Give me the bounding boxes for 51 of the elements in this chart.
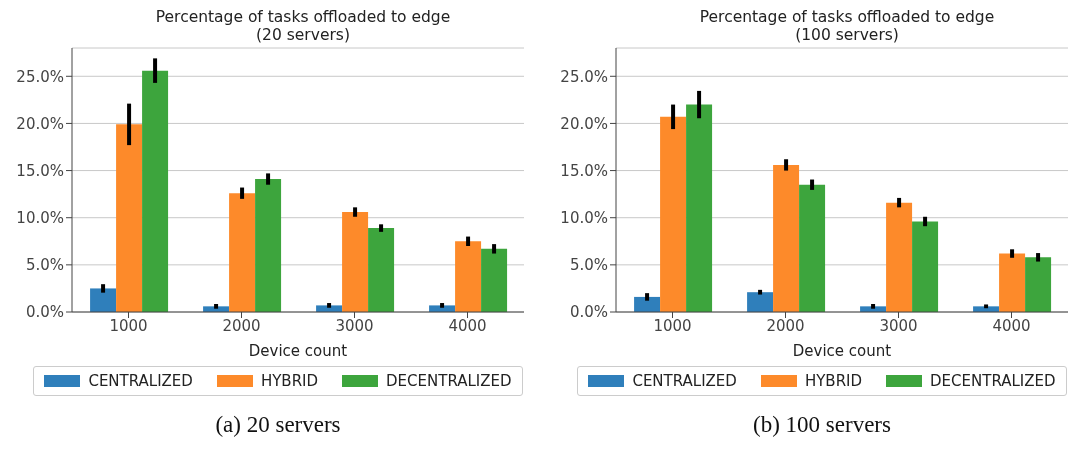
y-tick-label: 15.0% bbox=[560, 161, 608, 180]
y-tick-label: 10.0% bbox=[560, 209, 608, 228]
bar bbox=[368, 228, 395, 312]
x-tick-label: 3000 bbox=[335, 316, 374, 335]
y-tick-label: 10.0% bbox=[16, 209, 64, 228]
bar bbox=[342, 212, 369, 312]
x-tick-label: 1000 bbox=[653, 316, 692, 335]
bar bbox=[912, 221, 939, 312]
y-tick-label: 15.0% bbox=[16, 161, 64, 180]
x-tick-label: 2000 bbox=[766, 316, 805, 335]
bar bbox=[999, 253, 1026, 312]
bar bbox=[773, 164, 800, 312]
text: (b) 100 servers bbox=[752, 412, 892, 438]
y-tick-label: 20.0% bbox=[560, 114, 608, 133]
legend-label: CENTRALIZED bbox=[632, 372, 737, 390]
y-tick-label: 0.0% bbox=[569, 303, 608, 322]
x-tick-label: 4000 bbox=[992, 316, 1031, 335]
x-axis-title: Device count bbox=[248, 342, 348, 360]
legend-label: DECENTRALIZED bbox=[386, 372, 512, 390]
bar bbox=[142, 70, 169, 312]
bar bbox=[747, 292, 774, 312]
legend-label: HYBRID bbox=[804, 372, 863, 390]
y-tick-label: 5.0% bbox=[25, 256, 64, 275]
x-tick-label: 3000 bbox=[879, 316, 918, 335]
legend-label: HYBRID bbox=[260, 372, 319, 390]
bar bbox=[455, 241, 482, 312]
x-tick-label: 1000 bbox=[109, 316, 148, 335]
x-tick-label: 4000 bbox=[448, 316, 487, 335]
bar bbox=[1025, 257, 1052, 312]
y-tick-label: 20.0% bbox=[16, 114, 64, 133]
bar bbox=[886, 202, 913, 312]
legend-label: CENTRALIZED bbox=[88, 372, 193, 390]
bar bbox=[481, 248, 508, 312]
x-axis-title: Device count bbox=[792, 342, 892, 360]
bar bbox=[799, 184, 826, 312]
chart-title: Percentage of tasks offloaded to edge (20 servers) bbox=[154, 8, 452, 44]
bar bbox=[686, 104, 713, 312]
y-tick-label: 5.0% bbox=[569, 256, 608, 275]
x-tick-label: 2000 bbox=[222, 316, 261, 335]
bar bbox=[90, 288, 117, 312]
legend-label: DECENTRALIZED bbox=[930, 372, 1056, 390]
text: (a) 20 servers bbox=[214, 412, 342, 438]
y-tick-label: 25.0% bbox=[560, 67, 608, 86]
y-tick-label: 25.0% bbox=[16, 67, 64, 86]
bar bbox=[255, 179, 282, 312]
chart-title: Percentage of tasks offloaded to edge (100 servers) bbox=[698, 8, 996, 44]
bar bbox=[116, 124, 143, 312]
bar bbox=[660, 116, 687, 312]
bar bbox=[229, 193, 256, 312]
y-tick-label: 0.0% bbox=[25, 303, 64, 322]
bar bbox=[634, 296, 661, 312]
